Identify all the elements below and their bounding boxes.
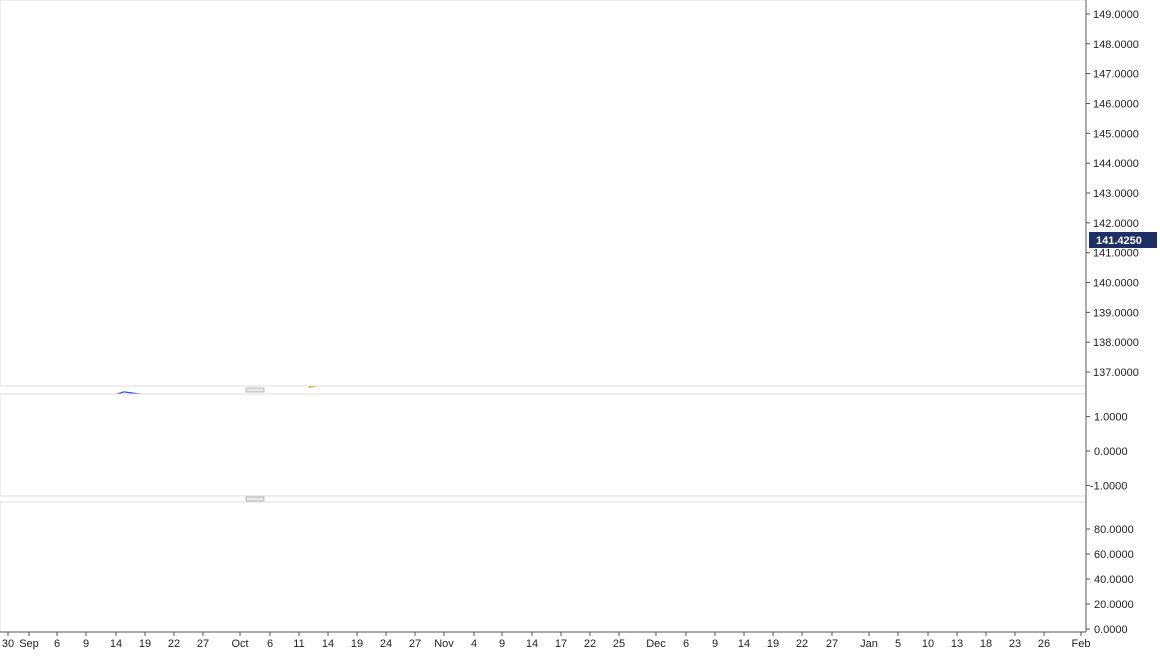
panel-splitter [245,496,265,502]
x-tick-label: 9 [712,638,718,650]
price-tick-label: 142.0000 [1093,218,1139,230]
x-tick-label: 5 [895,638,901,650]
price-tick-label: 146.0000 [1093,98,1139,110]
x-tick-label: 22 [584,638,596,650]
x-tick-label: 14 [322,638,334,650]
x-tick-label: 27 [409,638,421,650]
price-tick-label: 144.0000 [1093,158,1139,170]
x-tick-label: 24 [380,638,392,650]
rsi-tick-label: 80.0000 [1094,524,1134,536]
x-tick-label: 6 [54,638,60,650]
x-tick-label: 23 [1009,638,1021,650]
panel-frame [0,393,1087,497]
rsi-tick-label: 20.0000 [1094,599,1134,611]
x-tick-label: Nov [434,638,454,650]
price-tick-label: 137.0000 [1093,367,1139,379]
x-tick-label: 13 [951,638,963,650]
price-tick-label: 138.0000 [1093,337,1139,349]
panel-frame [0,501,1087,633]
x-tick-label: 4 [471,638,477,650]
price-tick-label: 141.0000 [1093,248,1139,260]
x-tick-label: 9 [499,638,505,650]
x-tick-label: 18 [980,638,992,650]
x-tick-label: 25 [613,638,625,650]
x-tick-label: 6 [683,638,689,650]
rsi-tick-label: 60.0000 [1094,549,1134,561]
x-tick-label: 19 [767,638,779,650]
panel-frame [0,0,1087,387]
rsi-tick-label: 0.0000 [1094,624,1128,636]
x-tick-label: 14 [526,638,538,650]
x-tick-label: 22 [168,638,180,650]
x-tick-label: Feb [1072,638,1091,650]
price-tick-label: 147.0000 [1093,69,1139,81]
x-tick-label: Jan [860,638,878,650]
x-tick-label: 14 [110,638,122,650]
panel-splitter [245,387,265,393]
price-tick-label: 149.0000 [1093,9,1139,21]
x-tick-label: Dec [646,638,666,650]
macd-tick-label: 0.0000 [1094,446,1128,458]
x-tick-label: 14 [738,638,750,650]
x-tick-label: 30 [2,638,14,650]
current-price-label: 141.4250 [1096,235,1142,247]
x-tick-label: 22 [796,638,808,650]
x-tick-label: Oct [231,638,248,650]
x-tick-label: 10 [922,638,934,650]
price-tick-label: 148.0000 [1093,39,1139,51]
current-price-tag [1089,232,1157,249]
price-tick-label: 140.0000 [1093,278,1139,290]
price-tick-label: 143.0000 [1093,188,1139,200]
x-tick-label: 11 [293,638,304,650]
price-tick-label: 139.0000 [1093,307,1139,319]
x-tick-label: 27 [826,638,838,650]
x-tick-label: 17 [555,638,567,650]
rsi-tick-label: 40.0000 [1094,574,1134,586]
x-tick-label: 19 [351,638,363,650]
x-tick-label: Sep [19,638,39,650]
x-tick-label: 27 [197,638,209,650]
x-tick-label: 6 [267,638,273,650]
macd-tick-label: 1.0000 [1094,412,1128,424]
x-tick-label: 9 [83,638,89,650]
x-tick-label: 26 [1038,638,1050,650]
macd-tick-label: -1.0000 [1090,480,1127,492]
price-tick-label: 145.0000 [1093,128,1139,140]
x-tick-label: 19 [139,638,151,650]
